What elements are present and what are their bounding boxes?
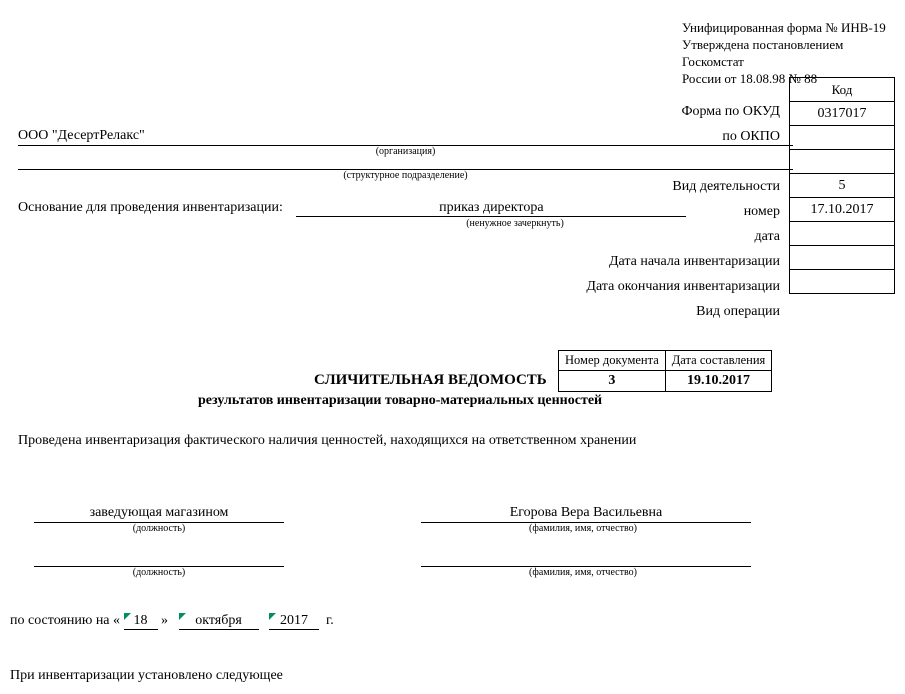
number-value: 5 — [790, 174, 895, 198]
as-of-date-row: по состоянию на « 18 » октября 2017 г. — [10, 613, 895, 630]
code-table: Код 0317017 5 17.10.2017 — [789, 77, 895, 294]
doc-number-label: Номер документа — [559, 351, 666, 371]
name-caption-2: (фамилия, имя, отчество) — [418, 567, 748, 578]
asof-prefix: по состоянию на « — [10, 613, 120, 628]
code-header: Код — [790, 78, 895, 102]
activity-value — [790, 150, 895, 174]
doc-date-label: Дата составления — [665, 351, 772, 371]
basis-label: Основание для проведения инвентаризации: — [18, 200, 283, 216]
position-2 — [34, 549, 284, 567]
basis-caption: (ненужное зачеркнуть) — [320, 218, 710, 229]
organization-field: ООО "ДесертРелакс" — [18, 128, 793, 146]
oper-label: Вид операции — [696, 304, 780, 320]
structural-unit-field — [18, 160, 793, 170]
asof-year: 2017 — [269, 613, 319, 630]
cell-marker-icon — [179, 613, 186, 620]
signature-row-2: (должность) (фамилия, имя, отчество) — [34, 549, 895, 583]
inv-end-value — [790, 246, 895, 270]
position-1: заведующая магазином — [34, 505, 284, 523]
cell-marker-icon — [269, 613, 276, 620]
asof-suffix: г. — [326, 613, 334, 628]
form-ref-line1: Унифицированная форма № ИНВ-19 — [682, 20, 886, 35]
organization-caption: (организация) — [18, 146, 793, 157]
inv-start-value — [790, 222, 895, 246]
document-title-2: результатов инвентаризации товарно-матер… — [198, 393, 895, 409]
name-caption-1: (фамилия, имя, отчество) — [418, 523, 748, 534]
position-caption-2: (должность) — [34, 567, 284, 578]
structural-unit-caption: (структурное подразделение) — [18, 170, 793, 181]
date-value: 17.10.2017 — [790, 198, 895, 222]
basis-value: приказ директора — [296, 200, 686, 217]
asof-quote: » — [161, 613, 168, 628]
closing-text: При инвентаризации установлено следующее — [10, 668, 895, 684]
activity-label: Вид деятельности — [672, 179, 780, 195]
document-title-1: СЛИЧИТЕЛЬНАЯ ВЕДОМОСТЬ — [314, 372, 895, 389]
full-name-2 — [421, 549, 751, 567]
body-text: Проведена инвентаризация фактического на… — [18, 433, 895, 449]
signature-row-1: заведующая магазином Егорова Вера Василь… — [34, 505, 895, 539]
okud-value: 0317017 — [790, 102, 895, 126]
organization-value: ООО "ДесертРелакс" — [18, 128, 145, 143]
inv-end-label: Дата окончания инвентаризации — [586, 279, 780, 295]
cell-marker-icon — [124, 613, 131, 620]
okpo-value — [790, 126, 895, 150]
oper-value — [790, 270, 895, 294]
asof-month: октября — [179, 613, 259, 630]
okud-label: Форма по ОКУД — [681, 104, 780, 120]
form-top-area: Унифицированная форма № ИНВ-19 Утвержден… — [10, 10, 895, 310]
basis-date-label: дата — [755, 229, 780, 245]
position-caption-1: (должность) — [34, 523, 284, 534]
full-name-1: Егорова Вера Васильевна — [421, 505, 751, 523]
basis-row: Основание для проведения инвентаризации:… — [18, 200, 793, 217]
inv-start-label: Дата начала инвентаризации — [609, 254, 780, 270]
form-ref-line2: Утверждена постановлением Госкомстат — [682, 37, 843, 69]
asof-day: 18 — [124, 613, 158, 630]
